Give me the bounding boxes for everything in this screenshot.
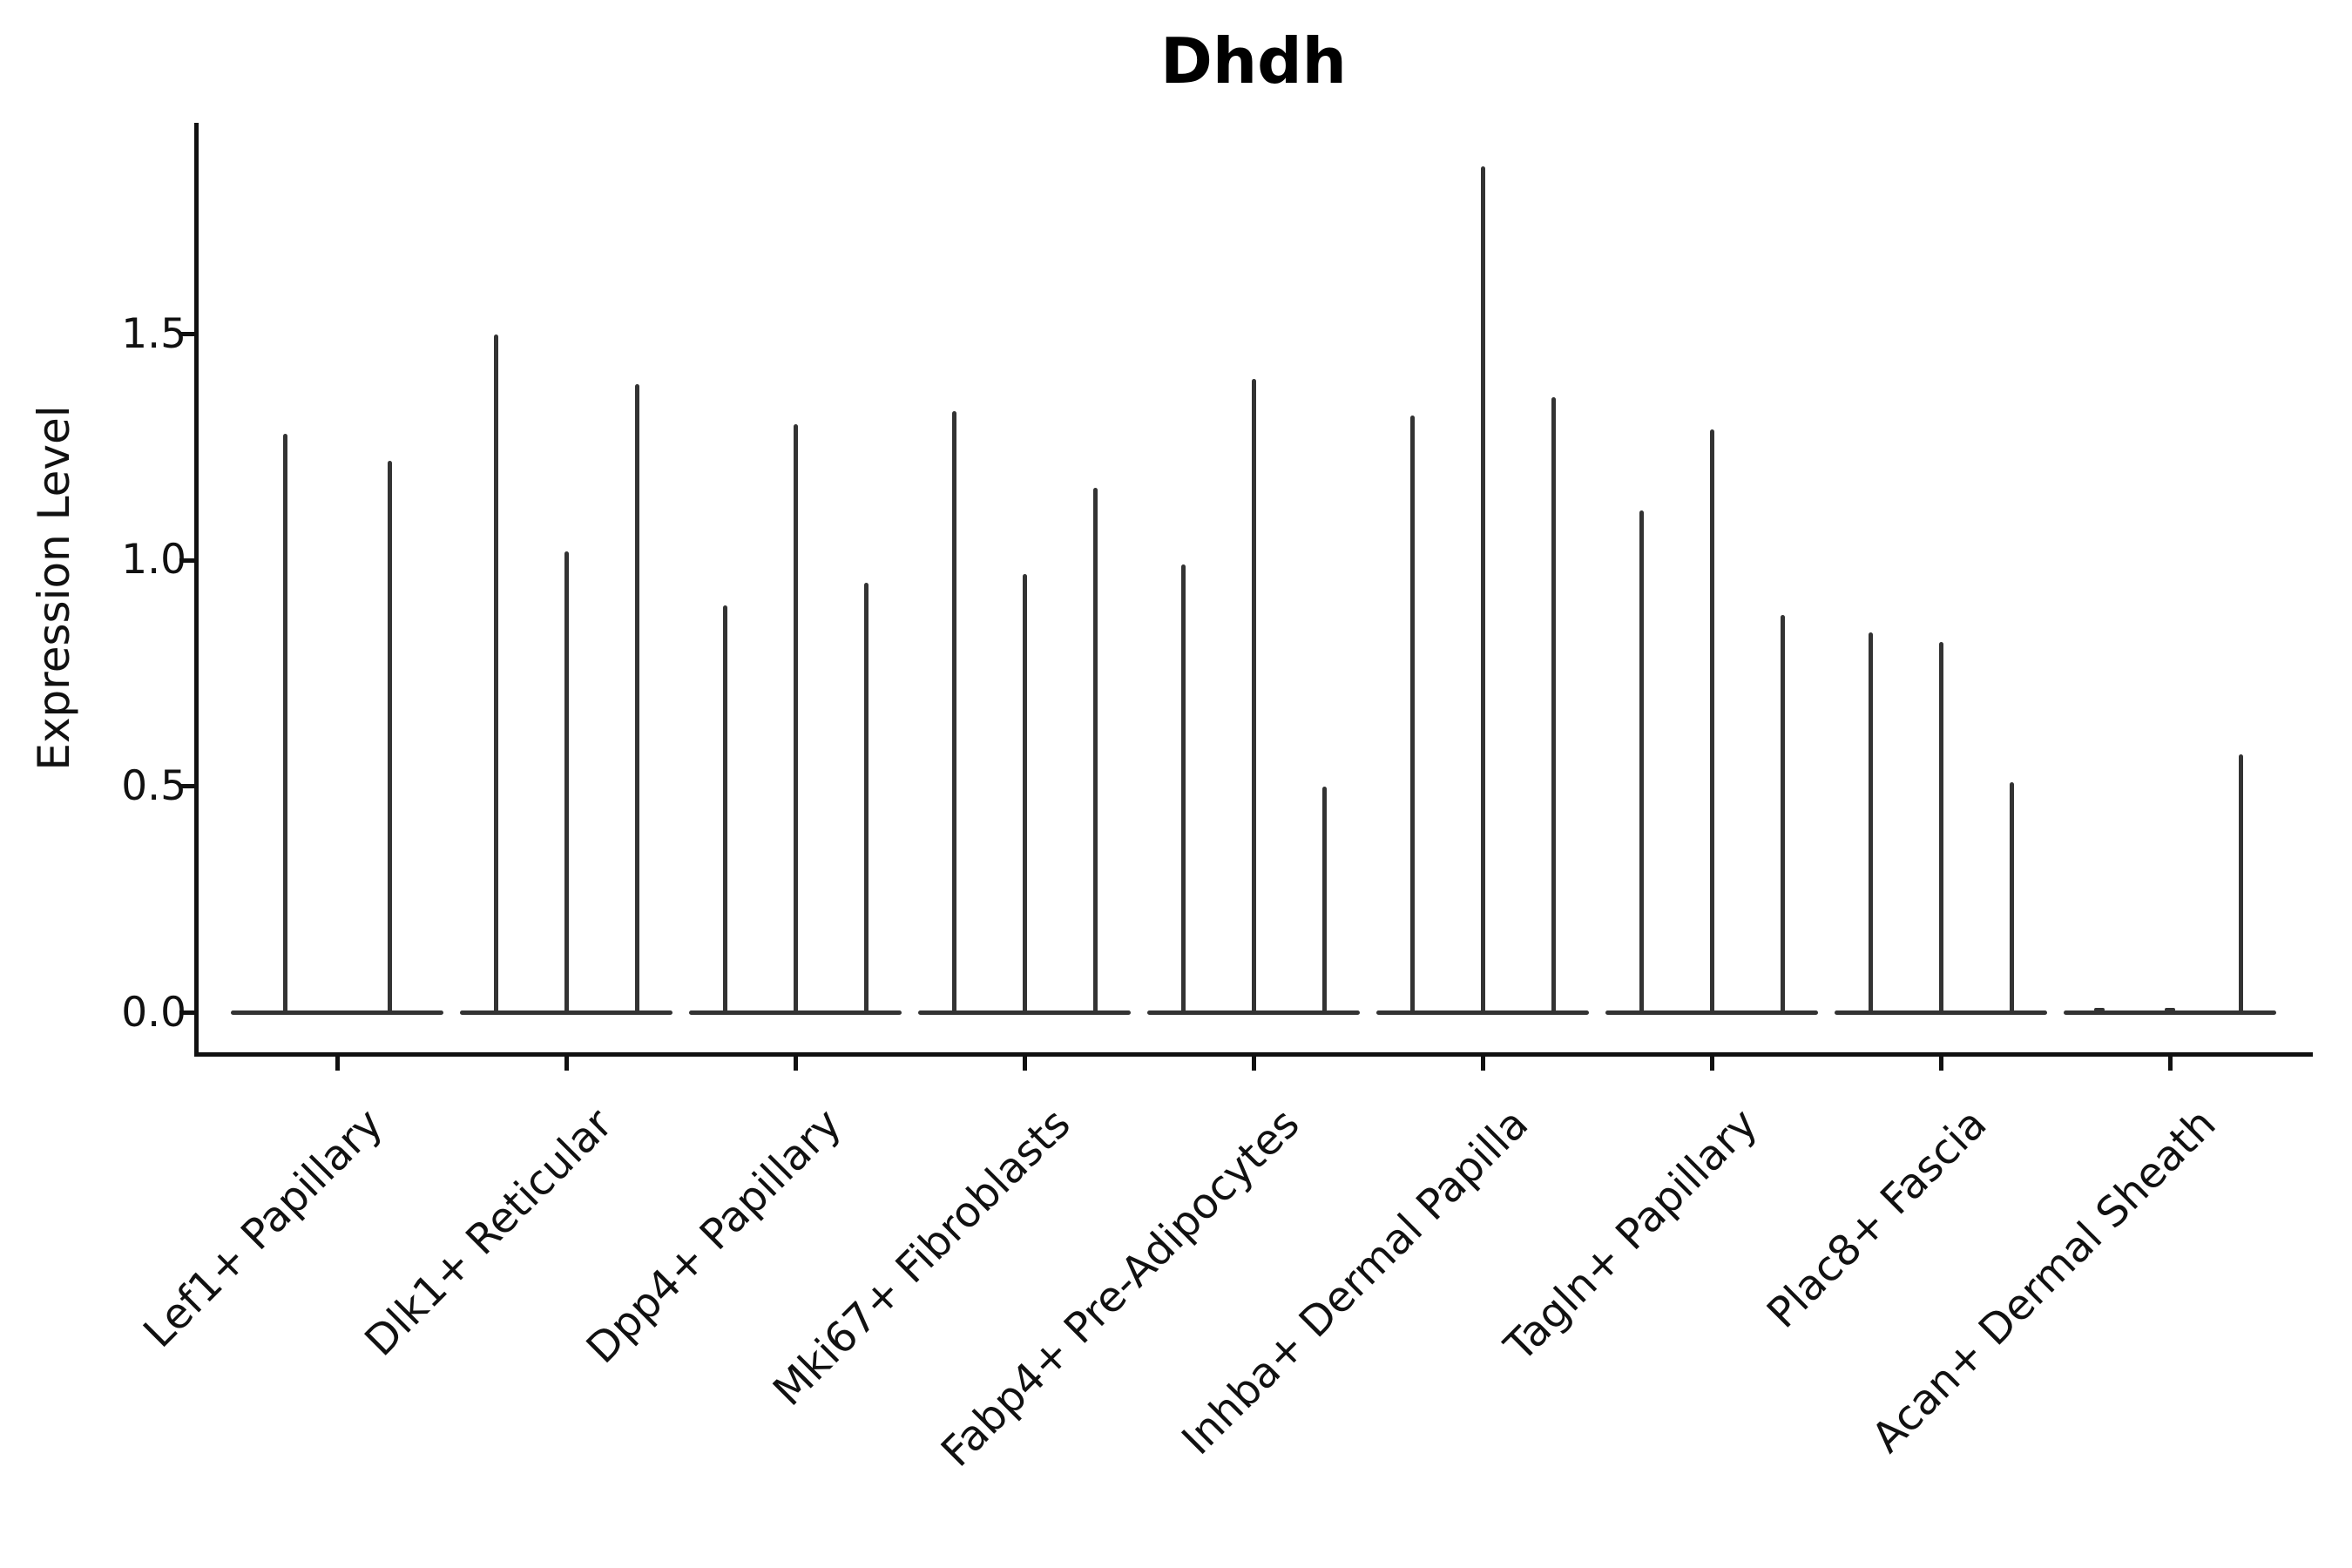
y-axis-spine xyxy=(194,123,199,1057)
violin-spike xyxy=(863,583,868,1015)
x-tick-mark xyxy=(793,1057,798,1071)
violin-spike xyxy=(793,424,798,1015)
violin-spike xyxy=(1780,614,1785,1015)
violin-spike xyxy=(1709,429,1714,1015)
violin-spike xyxy=(387,460,392,1015)
violin-spike xyxy=(1639,510,1644,1015)
y-axis-label: Expression Level xyxy=(29,405,79,771)
x-tick-mark xyxy=(335,1057,340,1071)
x-tick-label: Lef1+ Papillary xyxy=(134,1099,393,1357)
y-tick-mark xyxy=(179,1010,194,1015)
violin-spike xyxy=(1092,488,1098,1015)
violin-spike xyxy=(2009,781,2014,1015)
violin-spike xyxy=(634,383,639,1015)
violin-spike xyxy=(951,410,956,1015)
violin-spike xyxy=(1321,786,1327,1015)
violin-spike xyxy=(1868,632,1873,1015)
y-tick-label: 0.5 xyxy=(121,761,186,810)
y-tick-mark xyxy=(179,784,194,789)
x-tick-label: Dlk1+ Reticular xyxy=(355,1099,622,1366)
violin-baseline xyxy=(231,1010,443,1015)
x-tick-mark xyxy=(2167,1057,2173,1071)
violin-spike xyxy=(1022,573,1027,1015)
y-tick-mark xyxy=(179,332,194,337)
y-tick-label: 0.0 xyxy=(121,988,186,1037)
y-tick-label: 1.5 xyxy=(121,309,186,358)
chart-title: Dhdh xyxy=(1160,24,1347,98)
x-axis-spine xyxy=(194,1052,2313,1057)
x-tick-label: Tagln+ Papillary xyxy=(1495,1099,1767,1371)
x-tick-label: Plac8+ Fascia xyxy=(1758,1099,1997,1338)
x-tick-mark xyxy=(1251,1057,1256,1071)
x-tick-mark xyxy=(1709,1057,1714,1071)
violin-baseline xyxy=(2064,1010,2276,1015)
y-tick-label: 1.0 xyxy=(121,536,186,585)
x-tick-mark xyxy=(1938,1057,1943,1071)
violin-spike xyxy=(1551,397,1556,1015)
x-tick-label: Dpp4+ Papillary xyxy=(577,1099,851,1374)
x-tick-mark xyxy=(1480,1057,1485,1071)
violin-spike xyxy=(2238,754,2243,1015)
violin-flat xyxy=(2094,1008,2105,1011)
violin-spike xyxy=(1251,379,1256,1015)
violin-spike xyxy=(493,334,498,1015)
y-tick-mark xyxy=(179,558,194,563)
violin-spike xyxy=(1180,564,1186,1015)
violin-spike xyxy=(1480,166,1485,1015)
violin-flat xyxy=(2165,1008,2175,1011)
violin-spike xyxy=(1938,641,1943,1015)
x-tick-mark xyxy=(564,1057,569,1071)
violin-spike xyxy=(722,605,727,1015)
x-tick-mark xyxy=(1022,1057,1027,1071)
violin-spike xyxy=(564,551,569,1015)
violin-spike xyxy=(282,433,287,1015)
violin-spike xyxy=(1409,416,1415,1015)
